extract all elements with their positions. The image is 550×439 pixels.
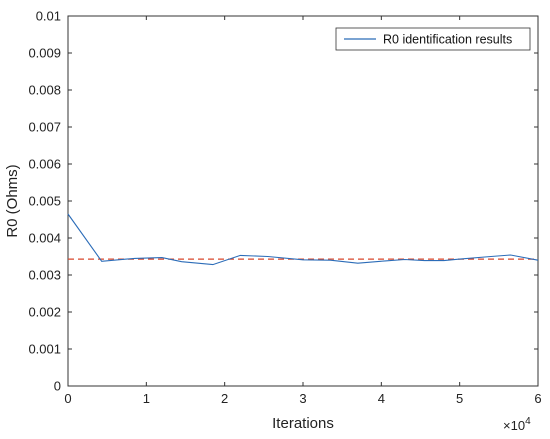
- legend-box: [335, 27, 531, 51]
- x-tick-label: 1: [143, 391, 150, 406]
- x-tick-label: 6: [534, 391, 541, 406]
- y-tick-label: 0.003: [28, 268, 61, 283]
- y-tick-label: 0.001: [28, 342, 61, 357]
- series-line-r0: [67, 213, 539, 266]
- y-tick-label: 0.008: [28, 83, 61, 98]
- x-axis-label: Iterations: [272, 415, 334, 432]
- x-multiplier: ×104: [503, 416, 531, 433]
- y-tick-label: 0.007: [28, 120, 61, 135]
- x-axis-ticks: 0 1 2 3 4 5 6: [64, 16, 542, 406]
- plot-area: [67, 15, 539, 387]
- x-multiplier-exponent: 4: [525, 416, 531, 427]
- series-layer: [67, 213, 539, 266]
- y-tick-label: 0.004: [28, 231, 61, 246]
- x-tick-label: 4: [378, 391, 385, 406]
- y-tick-label: 0.006: [28, 157, 61, 172]
- y-tick-label: 0.01: [36, 9, 61, 24]
- legend: R0 identification results: [335, 27, 531, 51]
- y-axis-ticks: 0 0.001 0.002 0.003 0.004 0.005 0.006 0.007 0.00…: [28, 9, 538, 394]
- y-axis-label: R0 (Ohms): [4, 164, 21, 237]
- x-tick-label: 0: [64, 391, 71, 406]
- y-tick-label: 0.005: [28, 194, 61, 209]
- legend-label: R0 identification results: [383, 33, 512, 47]
- y-tick-label: 0.009: [28, 46, 61, 61]
- y-tick-label: 0.002: [28, 305, 61, 320]
- x-tick-label: 3: [299, 391, 306, 406]
- x-tick-label: 5: [456, 391, 463, 406]
- x-tick-label: 2: [221, 391, 228, 406]
- y-tick-label: 0: [54, 379, 61, 394]
- x-multiplier-base: ×10: [503, 418, 525, 433]
